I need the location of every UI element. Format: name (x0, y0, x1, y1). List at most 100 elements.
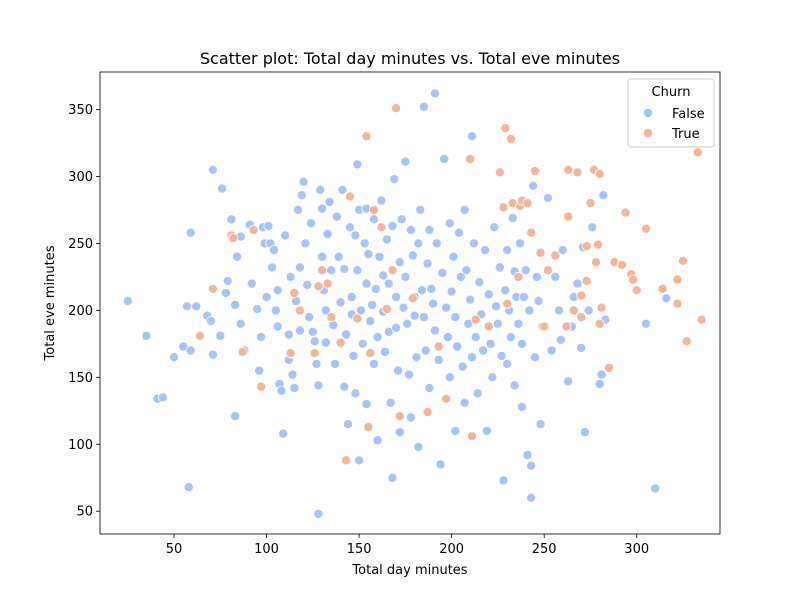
x-axis: 50 100 150 200 250 300 (166, 534, 649, 557)
point-false-132 (405, 224, 416, 235)
point-true-14 (326, 312, 337, 323)
point-false-125 (394, 427, 405, 438)
point-true-55 (572, 167, 583, 178)
chart-title: Scatter plot: Total day minutes vs. Tota… (200, 49, 620, 68)
point-true-27 (394, 411, 405, 422)
point-false-193 (500, 285, 511, 296)
x-tick-label-50: 50 (166, 542, 183, 557)
point-false-114 (381, 234, 392, 245)
point-false-60 (307, 326, 318, 337)
point-false-82 (339, 381, 350, 392)
point-false-42 (276, 385, 287, 396)
point-true-70 (631, 285, 642, 296)
point-true-53 (563, 164, 574, 175)
point-false-7 (183, 482, 194, 493)
point-true-47 (529, 166, 540, 177)
legend-marker-true (643, 127, 654, 138)
point-true-22 (368, 204, 379, 215)
point-false-89 (350, 230, 361, 241)
point-false-198 (507, 212, 518, 223)
point-false-167 (455, 271, 466, 282)
y-axis-label: Total eve minutes (43, 245, 58, 361)
point-false-19 (226, 214, 237, 225)
y-axis: 50 100 150 200 250 300 350 (68, 103, 100, 520)
point-false-30 (255, 332, 266, 343)
point-false-40 (272, 321, 283, 332)
point-false-44 (280, 230, 291, 241)
point-false-118 (387, 220, 398, 231)
point-false-205 (517, 338, 528, 349)
point-false-61 (309, 336, 320, 347)
point-false-197 (505, 332, 516, 343)
point-true-7 (285, 348, 296, 359)
point-false-210 (526, 492, 537, 503)
point-true-15 (335, 337, 346, 348)
point-false-207 (520, 265, 531, 276)
point-false-177 (470, 332, 481, 343)
point-false-105 (368, 214, 379, 225)
point-false-8 (185, 227, 196, 238)
point-true-56 (576, 312, 587, 323)
point-true-34 (470, 314, 481, 325)
point-false-141 (416, 285, 427, 296)
point-false-53 (294, 325, 305, 336)
point-false-200 (509, 380, 520, 391)
point-false-81 (339, 263, 350, 274)
point-true-18 (352, 313, 363, 324)
point-false-47 (285, 271, 296, 282)
point-false-115 (383, 278, 394, 289)
point-true-20 (363, 421, 374, 432)
point-false-127 (398, 302, 409, 313)
y-tick-label-50: 50 (76, 505, 93, 520)
point-false-158 (442, 332, 453, 343)
point-false-85 (344, 222, 355, 233)
point-false-27 (246, 278, 257, 289)
legend-title: Churn (652, 85, 691, 100)
point-false-203 (515, 238, 526, 249)
point-false-55 (298, 176, 309, 187)
point-false-18 (222, 275, 233, 286)
point-false-78 (335, 297, 346, 308)
point-true-36 (494, 167, 505, 178)
point-false-130 (402, 318, 413, 329)
point-false-104 (368, 358, 379, 369)
point-true-6 (255, 381, 266, 392)
point-false-202 (513, 318, 524, 329)
point-false-63 (313, 380, 324, 391)
point-true-49 (539, 321, 550, 332)
point-false-145 (422, 258, 433, 269)
point-false-228 (576, 342, 587, 353)
point-false-195 (502, 358, 513, 369)
point-false-10 (191, 301, 202, 312)
point-false-99 (361, 278, 372, 289)
point-false-20 (230, 299, 241, 310)
point-true-25 (387, 265, 398, 276)
x-tick-label-200: 200 (439, 542, 464, 557)
point-false-218 (542, 192, 553, 203)
point-false-21 (230, 411, 241, 422)
point-false-219 (546, 345, 557, 356)
point-false-140 (415, 204, 426, 215)
point-false-9 (185, 345, 196, 356)
point-false-136 (409, 310, 420, 321)
point-false-108 (372, 435, 383, 446)
point-false-231 (583, 305, 594, 316)
point-false-34 (263, 220, 274, 231)
point-false-185 (485, 338, 496, 349)
point-false-234 (594, 378, 605, 389)
x-tick-label-100: 100 (254, 542, 279, 557)
point-true-4 (237, 346, 248, 357)
point-false-183 (481, 425, 492, 436)
point-false-138 (413, 238, 424, 249)
point-false-57 (302, 279, 313, 290)
point-false-76 (331, 211, 342, 222)
point-false-236 (598, 190, 609, 201)
point-false-214 (531, 271, 542, 282)
point-false-189 (492, 318, 503, 329)
point-false-178 (472, 388, 483, 399)
point-false-17 (220, 287, 231, 298)
point-false-170 (459, 204, 470, 215)
point-false-131 (404, 369, 415, 380)
x-tick-label-300: 300 (624, 542, 649, 557)
point-false-67 (317, 251, 328, 262)
